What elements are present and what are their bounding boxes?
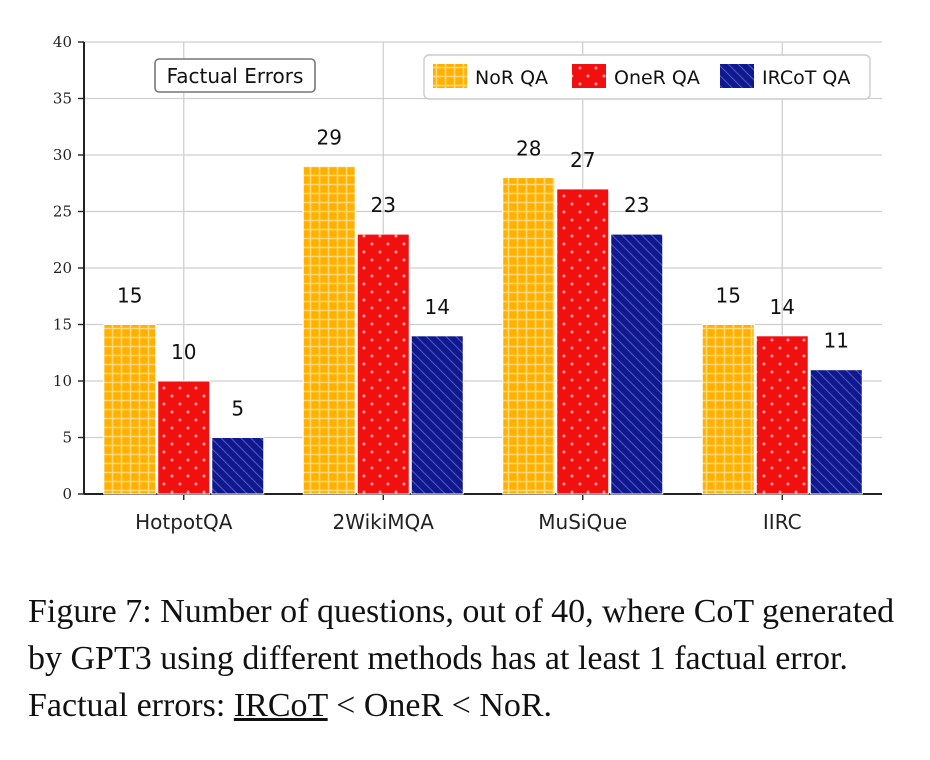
y-tick-label: 15 <box>53 316 72 334</box>
data-label: 14 <box>770 295 795 319</box>
y-tick-label: 25 <box>53 203 72 221</box>
annotation-box: Factual Errors <box>154 58 316 93</box>
bar-ircot-qa <box>809 369 863 495</box>
bar-nor-qa <box>502 177 556 495</box>
bar-ircot-qa <box>610 233 664 495</box>
bar-chart: 0 5 10 15 20 25 30 35 40 HotpotQA 2WikiMQA MuSiQue I… <box>53 33 882 534</box>
legend-swatch <box>572 64 606 88</box>
data-label: 23 <box>624 193 649 217</box>
figure-caption: Figure 7: Number of questions, out of 40… <box>28 588 908 729</box>
data-label: 10 <box>171 340 196 364</box>
x-tick-label: HotpotQA <box>135 510 233 534</box>
y-tick-label: 40 <box>53 33 72 51</box>
bar-oner-qa <box>755 335 809 495</box>
data-label: 14 <box>425 295 450 319</box>
y-tick-label: 10 <box>53 372 72 390</box>
x-tick-label: MuSiQue <box>538 510 627 534</box>
legend-swatch <box>433 64 467 88</box>
data-label: 23 <box>371 193 396 217</box>
chart-container: 0 5 10 15 20 25 30 35 40 HotpotQA 2WikiMQA MuSiQue I… <box>53 33 882 534</box>
x-tick-label: IIRC <box>763 510 802 534</box>
y-tick-label: 35 <box>53 90 72 108</box>
caption-text-after: < OneR < NoR. <box>327 687 553 724</box>
bar-nor-qa <box>302 165 356 495</box>
data-label: 15 <box>117 284 142 308</box>
annotation-text: Factual Errors <box>167 64 304 88</box>
data-label: 29 <box>317 125 342 149</box>
data-labels: 15 10 5 29 23 14 28 27 23 15 14 11 <box>117 125 849 420</box>
data-label: 28 <box>516 137 541 161</box>
y-tick-label: 30 <box>53 146 72 164</box>
y-tick-label: 20 <box>53 259 72 277</box>
data-label: 11 <box>824 329 849 353</box>
data-label: 27 <box>570 148 595 172</box>
legend-label: OneR QA <box>614 67 700 89</box>
bar-ircot-qa <box>211 437 265 495</box>
data-label: 15 <box>716 284 741 308</box>
bar-nor-qa <box>103 324 157 495</box>
legend-label: IRCoT QA <box>762 67 850 89</box>
bar-ircot-qa <box>410 335 464 495</box>
bar-oner-qa <box>157 380 211 495</box>
caption-text-before: Figure 7: Number of questions, out of 40… <box>28 593 895 724</box>
bar-nor-qa <box>701 324 755 495</box>
data-label: 5 <box>231 397 244 421</box>
legend-swatch <box>720 64 754 88</box>
bar-oner-qa <box>556 188 610 495</box>
legend: NoR QA OneR QA IRCoT QA <box>423 54 871 100</box>
bars <box>103 165 863 495</box>
caption-underlined: IRCoT <box>233 687 328 724</box>
x-tick-label: 2WikiMQA <box>333 510 435 534</box>
y-tick-label: 0 <box>62 485 72 503</box>
y-tick-label: 5 <box>62 429 72 447</box>
legend-label: NoR QA <box>475 67 548 89</box>
bar-oner-qa <box>356 233 410 495</box>
